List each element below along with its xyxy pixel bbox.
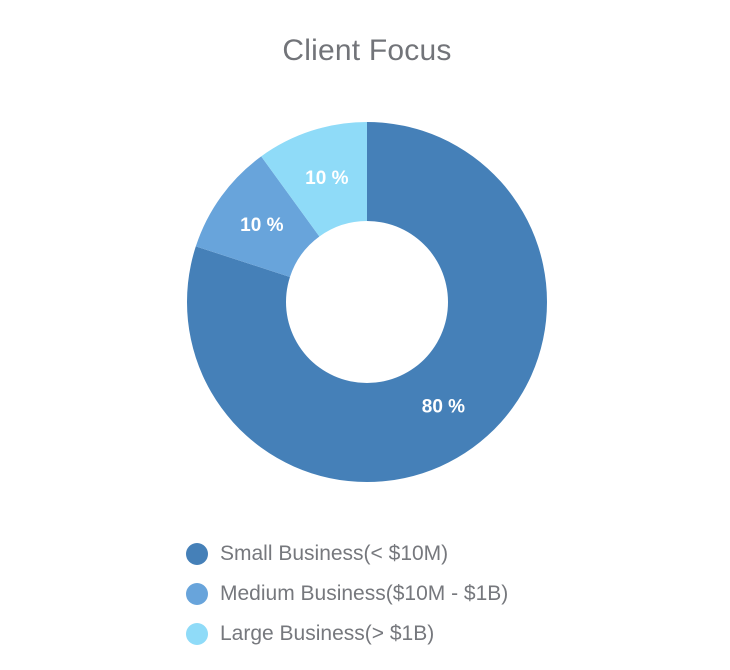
chart-legend: Small Business(< $10M) Medium Business($… [186, 534, 508, 654]
legend-item[interactable]: Large Business(> $1B) [186, 614, 508, 654]
legend-marker [186, 623, 208, 645]
slice-value-label: 10 % [305, 168, 348, 189]
slice-value-label: 80 % [422, 397, 465, 418]
donut-slice[interactable] [261, 122, 367, 237]
legend-item[interactable]: Medium Business($10M - $1B) [186, 574, 508, 614]
donut-slice[interactable] [195, 156, 320, 277]
donut-slice[interactable] [187, 122, 547, 482]
legend-marker [186, 543, 208, 565]
legend-item[interactable]: Small Business(< $10M) [186, 534, 508, 574]
legend-label: Large Business(> $1B) [220, 622, 435, 645]
legend-marker [186, 583, 208, 605]
slice-value-label: 10 % [240, 215, 283, 236]
legend-label: Small Business(< $10M) [220, 542, 449, 565]
chart-title: Client Focus [282, 34, 452, 67]
legend-label: Medium Business($10M - $1B) [220, 582, 509, 605]
